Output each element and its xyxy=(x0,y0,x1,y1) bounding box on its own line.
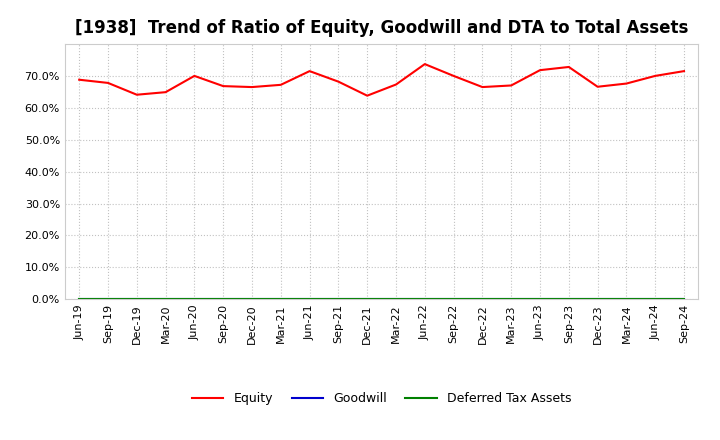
Title: [1938]  Trend of Ratio of Equity, Goodwill and DTA to Total Assets: [1938] Trend of Ratio of Equity, Goodwil… xyxy=(75,19,688,37)
Equity xyxy=(219,84,228,89)
Goodwill xyxy=(190,297,199,302)
Deferred Tax Assets xyxy=(276,297,285,302)
Deferred Tax Assets xyxy=(132,297,141,302)
Goodwill xyxy=(564,297,573,302)
Goodwill xyxy=(651,297,660,302)
Deferred Tax Assets xyxy=(478,297,487,302)
Equity xyxy=(536,67,544,73)
Deferred Tax Assets xyxy=(392,297,400,302)
Deferred Tax Assets xyxy=(680,297,688,302)
Deferred Tax Assets xyxy=(622,297,631,302)
Deferred Tax Assets xyxy=(219,297,228,302)
Equity xyxy=(651,73,660,78)
Deferred Tax Assets xyxy=(104,297,112,302)
Deferred Tax Assets xyxy=(651,297,660,302)
Equity xyxy=(363,93,372,98)
Deferred Tax Assets xyxy=(190,297,199,302)
Equity xyxy=(104,80,112,85)
Deferred Tax Assets xyxy=(75,297,84,302)
Equity xyxy=(507,83,516,88)
Equity xyxy=(276,82,285,88)
Equity xyxy=(622,81,631,86)
Deferred Tax Assets xyxy=(449,297,458,302)
Deferred Tax Assets xyxy=(305,297,314,302)
Deferred Tax Assets xyxy=(420,297,429,302)
Goodwill xyxy=(536,297,544,302)
Deferred Tax Assets xyxy=(507,297,516,302)
Equity xyxy=(132,92,141,97)
Deferred Tax Assets xyxy=(564,297,573,302)
Equity xyxy=(305,69,314,74)
Deferred Tax Assets xyxy=(593,297,602,302)
Equity xyxy=(680,69,688,74)
Deferred Tax Assets xyxy=(536,297,544,302)
Goodwill xyxy=(161,297,170,302)
Goodwill xyxy=(507,297,516,302)
Goodwill xyxy=(334,297,343,302)
Goodwill xyxy=(420,297,429,302)
Goodwill xyxy=(392,297,400,302)
Equity xyxy=(334,79,343,84)
Equity xyxy=(420,62,429,67)
Goodwill xyxy=(680,297,688,302)
Goodwill xyxy=(305,297,314,302)
Goodwill xyxy=(75,297,84,302)
Goodwill xyxy=(276,297,285,302)
Deferred Tax Assets xyxy=(248,297,256,302)
Goodwill xyxy=(622,297,631,302)
Deferred Tax Assets xyxy=(334,297,343,302)
Goodwill xyxy=(478,297,487,302)
Deferred Tax Assets xyxy=(161,297,170,302)
Goodwill xyxy=(104,297,112,302)
Goodwill xyxy=(132,297,141,302)
Equity xyxy=(478,84,487,90)
Legend: Equity, Goodwill, Deferred Tax Assets: Equity, Goodwill, Deferred Tax Assets xyxy=(187,387,576,410)
Equity xyxy=(593,84,602,89)
Equity xyxy=(190,73,199,78)
Goodwill xyxy=(219,297,228,302)
Equity xyxy=(449,73,458,78)
Equity xyxy=(75,77,84,82)
Equity xyxy=(392,82,400,87)
Deferred Tax Assets xyxy=(363,297,372,302)
Equity xyxy=(161,89,170,95)
Goodwill xyxy=(593,297,602,302)
Goodwill xyxy=(363,297,372,302)
Line: Equity: Equity xyxy=(79,64,684,95)
Goodwill xyxy=(248,297,256,302)
Equity xyxy=(564,64,573,70)
Goodwill xyxy=(449,297,458,302)
Equity xyxy=(248,84,256,90)
